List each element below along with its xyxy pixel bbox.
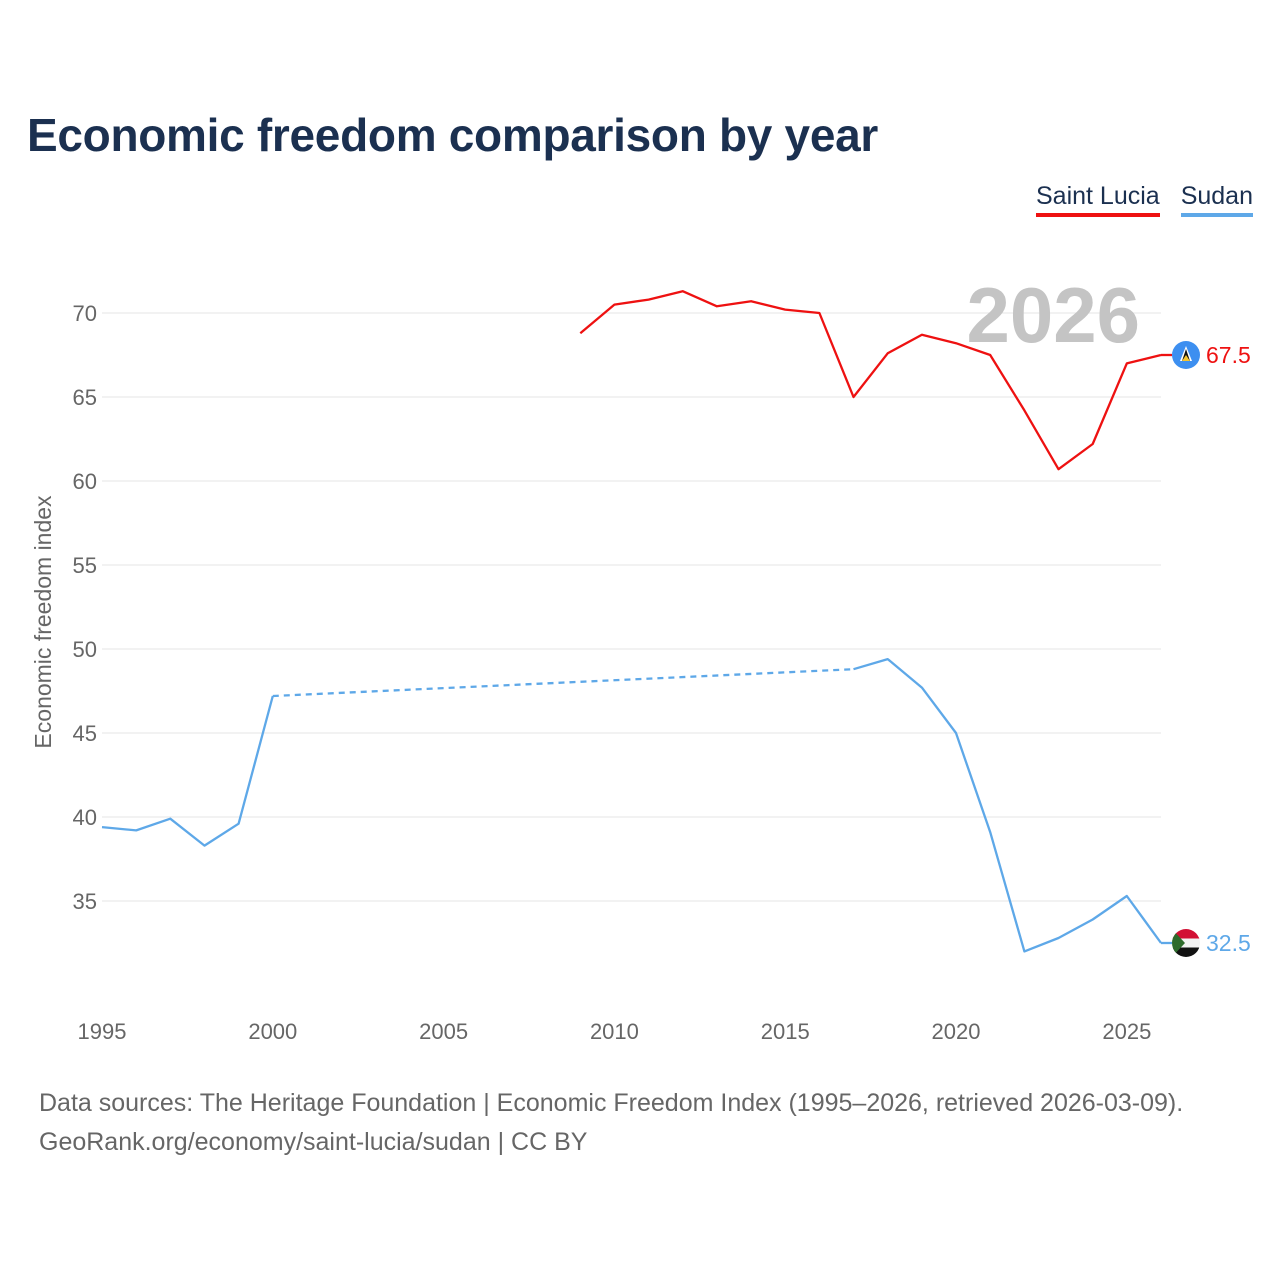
end-value-label-sudan: 32.5 (1206, 930, 1251, 956)
y-tick-label: 70 (73, 301, 97, 326)
footer: Data sources: The Heritage Foundation | … (39, 1084, 1183, 1162)
y-tick-label: 40 (73, 805, 97, 830)
y-tick-label: 55 (73, 553, 97, 578)
sudan-flag-icon (1172, 929, 1200, 957)
x-tick-label: 2005 (419, 1019, 468, 1044)
series-line-sudan-gap (272, 668, 854, 698)
y-tick-label: 60 (73, 469, 97, 494)
chart-title: Economic freedom comparison by year (27, 109, 878, 161)
footer-credit: GeoRank.org/economy/saint-lucia/sudan | … (39, 1128, 588, 1156)
y-tick-label: 50 (73, 637, 97, 662)
series-line-saint-lucia (579, 290, 1162, 471)
x-tick-label: 2010 (590, 1019, 639, 1044)
x-tick-label: 2025 (1102, 1019, 1151, 1044)
chart-legend: Saint Lucia Sudan (1036, 182, 1253, 217)
y-axis-label: Economic freedom index (30, 495, 56, 749)
end-value-label-saint-lucia: 67.5 (1206, 342, 1251, 368)
y-tick-label: 35 (73, 889, 97, 914)
saint-lucia-flag-icon (1172, 341, 1200, 369)
x-tick-label: 2020 (932, 1019, 981, 1044)
year-watermark: 2026 (966, 271, 1140, 359)
footer-sources: Data sources: The Heritage Foundation | … (39, 1089, 1184, 1117)
legend-item-sudan[interactable]: Sudan (1180, 182, 1253, 217)
legend-item-saint-lucia[interactable]: Saint Lucia (1036, 182, 1160, 217)
series-line-sudan (101, 695, 274, 847)
x-tick-label: 2015 (761, 1019, 810, 1044)
y-tick-label: 65 (73, 385, 97, 410)
x-tick-label: 1995 (78, 1019, 127, 1044)
x-tick-label: 2000 (248, 1019, 297, 1044)
y-tick-label: 45 (73, 721, 97, 746)
series-line-sudan (853, 657, 1162, 953)
